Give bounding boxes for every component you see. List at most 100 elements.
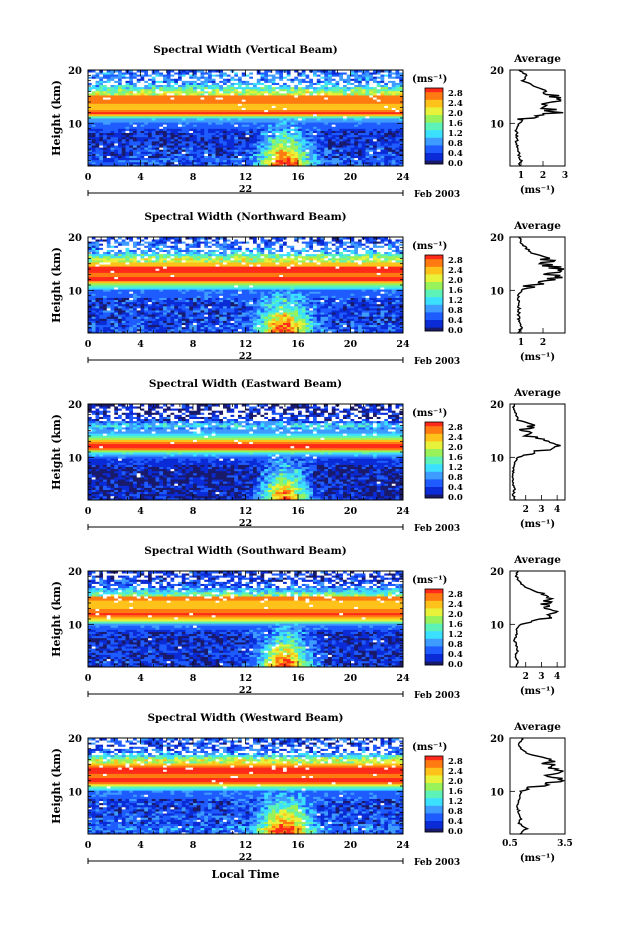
heatmap-cell bbox=[208, 109, 213, 113]
heatmap-cell bbox=[196, 86, 201, 90]
heatmap-cell bbox=[103, 320, 108, 323]
heatmap-cell bbox=[384, 320, 389, 323]
heatmap-cell bbox=[369, 113, 374, 117]
heatmap-cell bbox=[271, 149, 276, 152]
heatmap-cell bbox=[125, 99, 130, 102]
heatmap-cell bbox=[196, 122, 201, 125]
heatmap-cell bbox=[343, 326, 348, 330]
heatmap-cell bbox=[159, 92, 164, 96]
heatmap-cell bbox=[384, 95, 389, 98]
heatmap-cell bbox=[369, 120, 374, 123]
heatmap-cell bbox=[268, 86, 273, 90]
heatmap-cell bbox=[140, 72, 145, 75]
heatmap-cell bbox=[328, 78, 333, 81]
heatmap-cell bbox=[388, 159, 393, 163]
heatmap-cell bbox=[99, 318, 104, 321]
heatmap-cell bbox=[245, 105, 250, 108]
heatmap-cell bbox=[245, 138, 250, 142]
heatmap-cell bbox=[133, 149, 138, 152]
heatmap-cell bbox=[155, 82, 160, 86]
heatmap-cell bbox=[103, 113, 108, 117]
heatmap-cell bbox=[121, 118, 126, 121]
heatmap-cell bbox=[166, 72, 171, 75]
heatmap-cell bbox=[298, 124, 303, 127]
heatmap-cell bbox=[268, 145, 273, 148]
heatmap-cell bbox=[95, 118, 100, 121]
heatmap-cell bbox=[151, 318, 156, 321]
heatmap-cell bbox=[99, 145, 104, 148]
heatmap-cell bbox=[185, 153, 190, 156]
heatmap-cell bbox=[140, 80, 145, 83]
heatmap-cell bbox=[391, 90, 396, 94]
heatmap-cell bbox=[148, 310, 153, 313]
heatmap-cell bbox=[189, 86, 194, 90]
heatmap-cell bbox=[376, 70, 381, 73]
heatmap-cell bbox=[260, 134, 265, 138]
heatmap-cell bbox=[245, 92, 250, 96]
heatmap-cell bbox=[200, 163, 205, 167]
heatmap-cell bbox=[110, 151, 115, 154]
heatmap-cell bbox=[346, 95, 351, 98]
heatmap-cell bbox=[313, 145, 318, 148]
heatmap-cell bbox=[358, 107, 363, 111]
heatmap-cell bbox=[106, 310, 111, 313]
heatmap-cell bbox=[148, 138, 153, 142]
heatmap-cell bbox=[324, 103, 329, 106]
heatmap-cell bbox=[95, 70, 100, 73]
heatmap-cell bbox=[185, 149, 190, 152]
heatmap-cell bbox=[384, 99, 389, 102]
heatmap-cell bbox=[245, 78, 250, 81]
heatmap-cell bbox=[110, 113, 115, 117]
heatmap-cell bbox=[354, 105, 359, 108]
heatmap-cell bbox=[196, 103, 201, 106]
heatmap-cell bbox=[204, 92, 209, 96]
heatmap-cell bbox=[238, 128, 243, 131]
heatmap-cell bbox=[271, 157, 276, 161]
heatmap-cell bbox=[110, 80, 115, 83]
heatmap-cell bbox=[185, 86, 190, 90]
heatmap-cell bbox=[121, 326, 126, 330]
heatmap-cell bbox=[185, 316, 190, 319]
heatmap-cell bbox=[391, 157, 396, 161]
heatmap-cell bbox=[256, 151, 261, 154]
heatmap-cell bbox=[354, 322, 359, 326]
heatmap-cell bbox=[275, 328, 280, 332]
heatmap-cell bbox=[118, 155, 123, 159]
heatmap-cell bbox=[148, 109, 153, 113]
heatmap-cell bbox=[159, 320, 164, 323]
heatmap-cell bbox=[361, 149, 366, 152]
heatmap-cell bbox=[241, 328, 246, 332]
heatmap-cell bbox=[320, 92, 325, 96]
heatmap-cell bbox=[174, 318, 179, 321]
heatmap-cell bbox=[324, 115, 329, 119]
heatmap-cell bbox=[331, 92, 336, 96]
heatmap-cell bbox=[208, 312, 213, 315]
heatmap-cell bbox=[211, 122, 216, 125]
heatmap-cell bbox=[290, 72, 295, 75]
heatmap-cell bbox=[163, 115, 168, 119]
heatmap-cell bbox=[208, 134, 213, 138]
heatmap-cell bbox=[148, 316, 153, 319]
heatmap-cell bbox=[95, 326, 100, 330]
heatmap-cell bbox=[234, 72, 239, 75]
heatmap-cell bbox=[223, 124, 228, 127]
heatmap-cell bbox=[151, 136, 156, 140]
heatmap-cell bbox=[166, 70, 171, 73]
heatmap-cell bbox=[163, 161, 168, 165]
heatmap-cell bbox=[294, 76, 299, 79]
heatmap-cell bbox=[140, 99, 145, 102]
heatmap-cell bbox=[103, 74, 108, 77]
heatmap-cell bbox=[388, 90, 393, 94]
heatmap-cell bbox=[159, 78, 164, 81]
heatmap-cell bbox=[264, 103, 269, 106]
heatmap-cell bbox=[121, 82, 126, 86]
colorbar-segment bbox=[425, 108, 443, 112]
heatmap-cell bbox=[301, 143, 306, 146]
heatmap-cell bbox=[358, 113, 363, 117]
heatmap-cell bbox=[230, 149, 235, 152]
heatmap-cell bbox=[328, 145, 333, 148]
heatmap-cell bbox=[384, 314, 389, 317]
heatmap-cell bbox=[211, 132, 216, 136]
heatmap-cell bbox=[290, 105, 295, 108]
heatmap-cell bbox=[144, 130, 149, 134]
